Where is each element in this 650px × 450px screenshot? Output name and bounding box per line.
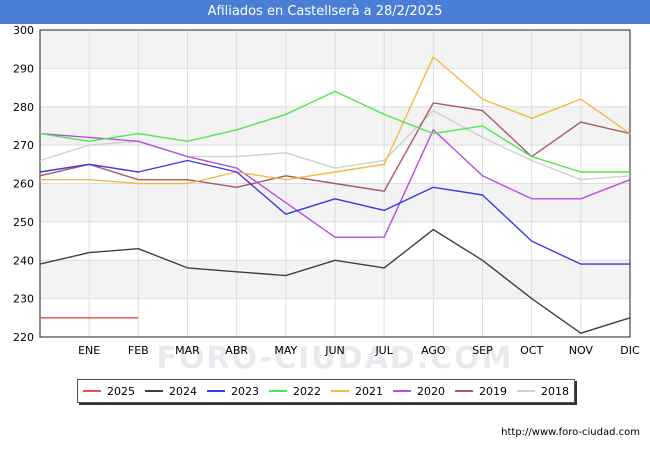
legend-item: 2022: [269, 385, 321, 398]
series-line-2021: [40, 56, 631, 185]
legend-item: 2020: [393, 385, 445, 398]
series-line-2020: [39, 129, 631, 238]
x-tick-label: JUN: [324, 344, 345, 357]
legend-label: 2020: [417, 384, 445, 398]
series-line-2024: [39, 228, 631, 334]
legend-swatch: [207, 390, 225, 392]
series-lines: [39, 56, 631, 334]
x-tick-label: SEP: [472, 344, 493, 357]
legend-swatch: [393, 390, 411, 392]
legend-label: 2022: [293, 384, 321, 398]
legend-item: 2023: [207, 385, 259, 398]
legend-swatch: [83, 390, 101, 392]
legend-label: 2025: [107, 384, 135, 398]
legend-item: 2021: [331, 385, 383, 398]
x-axis-ticks: ENE FEB MAR ABR MAY JUN JUL AGO SEP OCT NOV DIC: [78, 344, 640, 357]
legend-label: 2024: [169, 384, 197, 398]
y-tick-label: 240: [13, 254, 34, 267]
x-tick-label: ENE: [78, 344, 100, 357]
y-tick-label: 290: [13, 62, 34, 75]
x-tick-label: FEB: [128, 344, 149, 357]
x-tick-label: OCT: [520, 344, 543, 357]
x-tick-label: MAY: [274, 344, 297, 357]
x-tick-label: AGO: [421, 344, 446, 357]
y-tick-label: 220: [13, 331, 34, 344]
source-url: http://www.foro-ciudad.com: [501, 427, 640, 438]
x-tick-label: NOV: [569, 344, 594, 357]
legend-label: 2018: [541, 384, 569, 398]
legend-swatch: [269, 390, 287, 392]
y-tick-label: 230: [13, 293, 34, 306]
x-tick-label: MAR: [175, 344, 200, 357]
plot-border: [39, 29, 631, 338]
chart-title: Afiliados en Castellserà a 28/2/2025: [0, 0, 650, 24]
legend-label: 2023: [231, 384, 259, 398]
legend-item: 2024: [145, 385, 197, 398]
y-tick-label: 300: [13, 24, 34, 37]
y-tick-label: 270: [13, 139, 34, 152]
series-line-2023: [39, 159, 630, 265]
legend-swatch: [455, 390, 473, 392]
legend-label: 2021: [355, 384, 383, 398]
x-tick-label: DIC: [620, 344, 640, 357]
legend-label: 2019: [479, 384, 507, 398]
y-axis-ticks: 220 230 240 250 260 270 280 290 300: [13, 24, 34, 344]
legend-item: 2019: [455, 385, 507, 398]
x-tick-label: ABR: [225, 344, 248, 357]
legend: 2025 2024 2023 2022 2021 2020 2019 2018: [77, 379, 575, 403]
y-tick-label: 260: [13, 178, 34, 191]
x-tick-label: JUL: [374, 344, 393, 357]
legend-swatch: [331, 390, 349, 392]
legend-item: 2025: [83, 385, 135, 398]
y-tick-label: 250: [13, 216, 34, 229]
legend-swatch: [517, 390, 535, 392]
watermark: FORO-CIUDAD.COM: [157, 341, 514, 376]
legend-item: 2018: [517, 385, 569, 398]
legend-swatch: [145, 390, 163, 392]
series-line-2022: [39, 90, 630, 173]
y-tick-label: 280: [13, 101, 34, 114]
